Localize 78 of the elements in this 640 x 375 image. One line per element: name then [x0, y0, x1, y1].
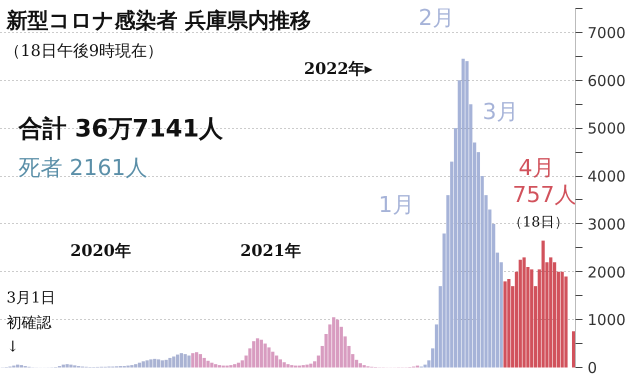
bar — [16, 364, 20, 368]
bar — [358, 363, 362, 368]
bar — [184, 354, 187, 368]
bar — [187, 356, 191, 368]
bar — [560, 272, 564, 368]
bar — [518, 260, 522, 368]
annotation: 3月1日 — [6, 288, 56, 306]
annotation: 1月 — [378, 193, 414, 218]
y-tick-label: 1000 — [588, 311, 626, 330]
bar — [286, 364, 290, 368]
bar — [191, 353, 194, 368]
chart-title: 新型コロナ感染者 兵庫県内推移 — [6, 8, 311, 32]
bar — [149, 359, 153, 368]
annotation: 2021年 — [240, 241, 301, 260]
bar — [168, 358, 172, 368]
annotation: （18日） — [508, 214, 568, 230]
bar — [260, 340, 263, 368]
y-tick-label: 5000 — [588, 120, 626, 138]
bar — [278, 359, 282, 368]
annotation: 2020年 — [70, 241, 131, 260]
bar — [206, 360, 210, 368]
y-tick-label: 4000 — [588, 168, 626, 186]
annotation: 4月 — [518, 156, 554, 181]
annotation: 757人 — [512, 183, 576, 208]
bar — [274, 356, 278, 368]
bar — [305, 364, 309, 368]
bar — [530, 269, 534, 368]
text: （18日午後9時現在） — [4, 41, 164, 60]
bar — [572, 331, 576, 368]
bar — [194, 352, 198, 368]
y-tick-label: 2000 — [588, 263, 626, 282]
bar — [214, 364, 218, 368]
bar — [160, 360, 164, 368]
annotation: 2022年▸ — [304, 59, 372, 78]
bar — [236, 362, 240, 368]
bar — [153, 358, 156, 368]
bar — [176, 354, 180, 368]
bar — [309, 364, 312, 368]
bar — [271, 352, 274, 368]
bar — [252, 341, 256, 368]
bar — [138, 362, 142, 368]
bar — [172, 356, 176, 368]
bar — [142, 361, 145, 368]
annotation: 初確認 — [6, 314, 52, 332]
bar — [134, 364, 138, 368]
bar — [503, 281, 507, 368]
bar — [282, 362, 286, 368]
y-tick-label: 0 — [588, 359, 598, 375]
bar — [164, 360, 168, 368]
bar — [145, 360, 149, 368]
bar — [267, 347, 271, 368]
annotation: 死者 2161人 — [18, 156, 148, 181]
bar — [336, 320, 340, 368]
y-tick-label: 7000 — [588, 24, 626, 42]
bar — [62, 364, 65, 368]
bar — [465, 61, 469, 368]
y-tick-label: 6000 — [588, 72, 626, 90]
bar — [256, 338, 260, 368]
bar — [156, 359, 160, 368]
bar — [549, 257, 552, 368]
y-tick-label: 3000 — [588, 215, 626, 234]
bar — [233, 364, 236, 368]
bar — [522, 257, 526, 368]
bar — [69, 364, 73, 368]
bar — [332, 317, 336, 368]
bar — [180, 353, 183, 368]
bar — [210, 362, 214, 368]
bar — [423, 364, 427, 368]
bar — [507, 278, 510, 368]
bar — [462, 58, 465, 368]
bar — [542, 240, 545, 368]
annotation: 3月 — [482, 100, 518, 125]
annotation: 合計 36万7141人 — [18, 114, 224, 142]
bar — [66, 364, 69, 368]
annotation: ↓ — [6, 338, 20, 356]
bar — [202, 358, 206, 368]
bar — [198, 354, 202, 368]
bar — [264, 344, 267, 368]
